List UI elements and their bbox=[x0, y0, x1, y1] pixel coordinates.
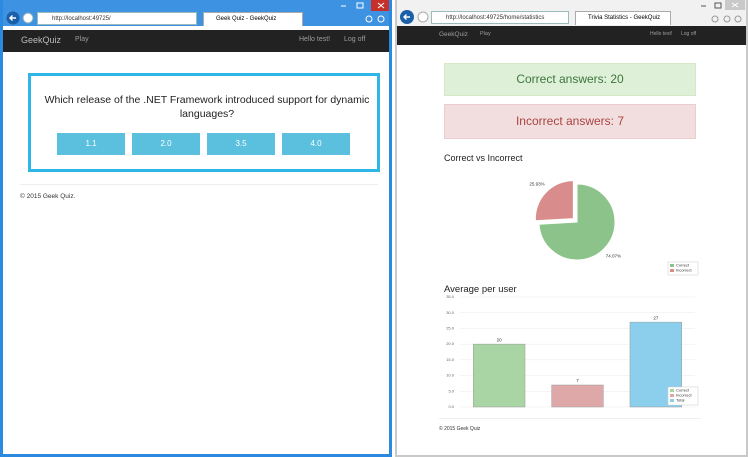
y-tick-label: 0.0 bbox=[448, 404, 454, 409]
address-bar[interactable]: http://localhost:49725/ bbox=[37, 12, 197, 25]
legend-swatch bbox=[670, 399, 674, 402]
nav-buttons[interactable] bbox=[399, 9, 431, 26]
browser-tab[interactable]: Trivia Statistics - GeekQuiz bbox=[575, 11, 671, 25]
navbar: GeekQuiz Play Hello test! Log off bbox=[3, 30, 389, 52]
legend-label: Correct bbox=[676, 263, 690, 268]
legend-box bbox=[667, 386, 699, 406]
nav-link[interactable]: Play bbox=[75, 36, 89, 43]
bar-value-label: 20 bbox=[497, 337, 503, 342]
y-tick-label: 25.0 bbox=[446, 325, 455, 330]
option-button[interactable]: 3.5 bbox=[207, 133, 275, 155]
y-tick-label: 10.0 bbox=[446, 373, 455, 378]
legend-label: Incorrect bbox=[676, 393, 692, 398]
correct-box: Correct answers: 20 bbox=[444, 63, 696, 96]
bar bbox=[473, 343, 526, 408]
legend-box bbox=[667, 261, 699, 276]
browser-chrome: http://localhost:49725/home/statistics T… bbox=[397, 0, 746, 26]
footer: © 2015 Geek Quiz bbox=[439, 426, 481, 432]
logoff-link[interactable]: Log off bbox=[681, 31, 697, 37]
legend-swatch bbox=[670, 389, 674, 392]
question: Which release of the .NET Framework intr… bbox=[44, 94, 370, 120]
slice-label: 74.07% bbox=[606, 253, 621, 258]
navbar: GeekQuiz Play Hello test! Log off bbox=[397, 26, 746, 45]
legend-swatch bbox=[670, 394, 674, 397]
bar-value-label: 7 bbox=[576, 378, 579, 383]
window-controls[interactable] bbox=[687, 0, 747, 26]
brand[interactable]: GeekQuiz bbox=[21, 35, 62, 45]
brand[interactable]: GeekQuiz bbox=[439, 31, 468, 38]
legend-swatch bbox=[670, 264, 674, 267]
y-tick-label: 20.0 bbox=[446, 341, 455, 346]
pie-slice bbox=[538, 183, 616, 261]
legend-label: Incorrect bbox=[676, 268, 692, 273]
nav-buttons[interactable] bbox=[6, 11, 36, 26]
y-tick-label: 5.0 bbox=[448, 388, 454, 393]
divider bbox=[20, 184, 378, 185]
browser-tab[interactable]: Geek Quiz - GeekQuiz bbox=[203, 12, 303, 26]
quiz-box bbox=[28, 73, 380, 172]
option-button[interactable]: 4.0 bbox=[282, 133, 350, 155]
bar bbox=[551, 384, 604, 408]
legend-label: Total bbox=[676, 398, 685, 403]
slice-label: 25.93% bbox=[529, 181, 544, 186]
bar-value-label: 27 bbox=[653, 315, 659, 320]
footer: © 2015 Geek Quiz. bbox=[20, 193, 76, 200]
legend-label: Correct bbox=[676, 388, 690, 393]
charts: 74.07%25.93%CorrectIncorrect0.05.010.015… bbox=[446, 180, 699, 409]
option-button[interactable]: 2.0 bbox=[132, 133, 200, 155]
chart-title: Average per user bbox=[444, 284, 517, 295]
logoff-link[interactable]: Log off bbox=[344, 36, 366, 43]
y-tick-label: 30.0 bbox=[446, 310, 455, 315]
nav-link[interactable]: Play bbox=[480, 31, 491, 37]
user-greeting[interactable]: Hello test! bbox=[299, 36, 331, 43]
user-greeting[interactable]: Hello test! bbox=[650, 31, 673, 37]
incorrect-box: Incorrect answers: 7 bbox=[444, 104, 696, 139]
chart-title: Correct vs Incorrect bbox=[444, 153, 523, 163]
browser-chrome: http://localhost:49725/ Geek Quiz - Geek… bbox=[3, 0, 389, 26]
pie-slice bbox=[534, 180, 574, 222]
window-controls[interactable] bbox=[333, 0, 392, 26]
y-tick-label: 15.0 bbox=[446, 357, 455, 362]
option-button[interactable]: 1.1 bbox=[57, 133, 125, 155]
legend-swatch bbox=[670, 269, 674, 272]
quiz-window: http://localhost:49725/ Geek Quiz - Geek… bbox=[0, 0, 392, 457]
divider bbox=[439, 418, 701, 419]
y-tick-label: 35.0 bbox=[446, 294, 455, 299]
address-bar[interactable]: http://localhost:49725/home/statistics bbox=[431, 11, 569, 24]
